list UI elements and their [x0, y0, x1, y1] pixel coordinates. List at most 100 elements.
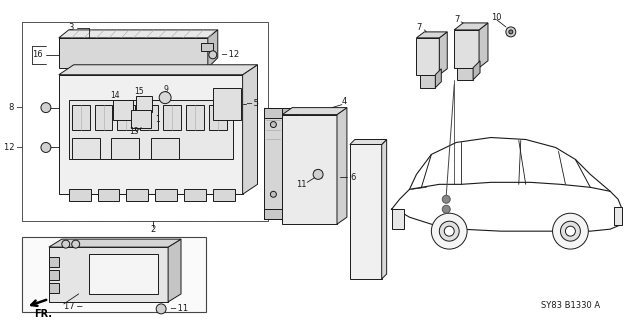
Circle shape: [431, 213, 467, 249]
Circle shape: [72, 240, 80, 248]
Text: 12 ─: 12 ─: [4, 143, 22, 152]
Bar: [163, 105, 181, 130]
Circle shape: [440, 221, 459, 241]
Circle shape: [159, 92, 171, 104]
Text: ─ 12: ─ 12: [221, 50, 239, 59]
Polygon shape: [282, 108, 347, 115]
Text: 14: 14: [110, 91, 120, 100]
Text: 15: 15: [134, 87, 144, 96]
Polygon shape: [440, 32, 447, 75]
Bar: [392, 209, 404, 229]
Bar: [94, 105, 113, 130]
Bar: [184, 189, 206, 201]
Bar: [213, 88, 241, 120]
Text: FR.: FR.: [34, 309, 52, 319]
Text: 9: 9: [163, 85, 168, 94]
Text: 8 ─: 8 ─: [9, 103, 22, 112]
Polygon shape: [479, 23, 488, 68]
Bar: [186, 105, 204, 130]
Bar: [201, 43, 213, 51]
Polygon shape: [435, 69, 441, 88]
Text: 1: 1: [155, 115, 160, 124]
Polygon shape: [473, 61, 480, 80]
Circle shape: [271, 191, 276, 197]
Bar: [111, 138, 140, 159]
Polygon shape: [49, 239, 181, 247]
Bar: [89, 254, 158, 294]
Circle shape: [156, 304, 166, 314]
Polygon shape: [417, 38, 440, 75]
Bar: [136, 96, 152, 112]
Text: 7: 7: [417, 23, 422, 32]
Polygon shape: [264, 209, 300, 219]
Bar: [49, 257, 59, 267]
Text: SY83 B1330 A: SY83 B1330 A: [541, 301, 600, 310]
Text: 7: 7: [454, 15, 459, 24]
Polygon shape: [264, 108, 282, 219]
Text: 11: 11: [296, 180, 307, 189]
Polygon shape: [337, 108, 347, 224]
Text: ─ 11: ─ 11: [170, 304, 188, 313]
Bar: [614, 207, 622, 225]
Circle shape: [313, 169, 323, 179]
Bar: [49, 270, 59, 280]
Circle shape: [552, 213, 589, 249]
Polygon shape: [264, 108, 297, 117]
Bar: [72, 105, 90, 130]
Circle shape: [271, 122, 276, 128]
Polygon shape: [59, 30, 218, 38]
Text: ─ 5: ─ 5: [246, 99, 259, 108]
Polygon shape: [168, 239, 181, 302]
Bar: [140, 105, 158, 130]
Circle shape: [506, 27, 516, 37]
Polygon shape: [417, 32, 447, 38]
Text: 4: 4: [342, 97, 347, 106]
Polygon shape: [49, 247, 168, 302]
Text: 13: 13: [129, 127, 139, 136]
Bar: [22, 22, 268, 221]
Bar: [209, 105, 227, 130]
Bar: [117, 105, 135, 130]
Polygon shape: [59, 75, 243, 194]
Bar: [113, 100, 133, 120]
Bar: [213, 189, 234, 201]
Polygon shape: [454, 23, 488, 30]
Text: 6: 6: [350, 173, 355, 182]
Circle shape: [509, 30, 513, 34]
Polygon shape: [59, 38, 208, 68]
Polygon shape: [59, 65, 257, 75]
Bar: [69, 189, 90, 201]
Circle shape: [561, 221, 580, 241]
Circle shape: [62, 240, 69, 248]
Polygon shape: [454, 30, 479, 68]
Circle shape: [442, 195, 450, 203]
Polygon shape: [243, 65, 257, 194]
Circle shape: [442, 205, 450, 213]
Bar: [49, 283, 59, 293]
Circle shape: [41, 103, 51, 113]
Polygon shape: [350, 140, 387, 144]
Circle shape: [209, 51, 217, 59]
Polygon shape: [282, 115, 337, 224]
Polygon shape: [350, 144, 382, 279]
Polygon shape: [208, 30, 218, 68]
Circle shape: [566, 226, 575, 236]
Text: 10: 10: [491, 13, 501, 22]
Polygon shape: [420, 75, 435, 88]
Bar: [131, 110, 151, 128]
Text: 16: 16: [32, 50, 43, 59]
Bar: [69, 100, 233, 159]
Bar: [155, 189, 177, 201]
Text: 3: 3: [69, 23, 74, 32]
Bar: [151, 138, 179, 159]
Bar: [22, 237, 206, 312]
Text: 2: 2: [150, 225, 156, 234]
Circle shape: [444, 226, 454, 236]
Bar: [72, 138, 99, 159]
Bar: [126, 189, 148, 201]
Bar: [97, 189, 119, 201]
Circle shape: [41, 142, 51, 152]
Polygon shape: [282, 108, 297, 117]
Text: 17 ─: 17 ─: [64, 302, 82, 311]
Polygon shape: [382, 140, 387, 279]
